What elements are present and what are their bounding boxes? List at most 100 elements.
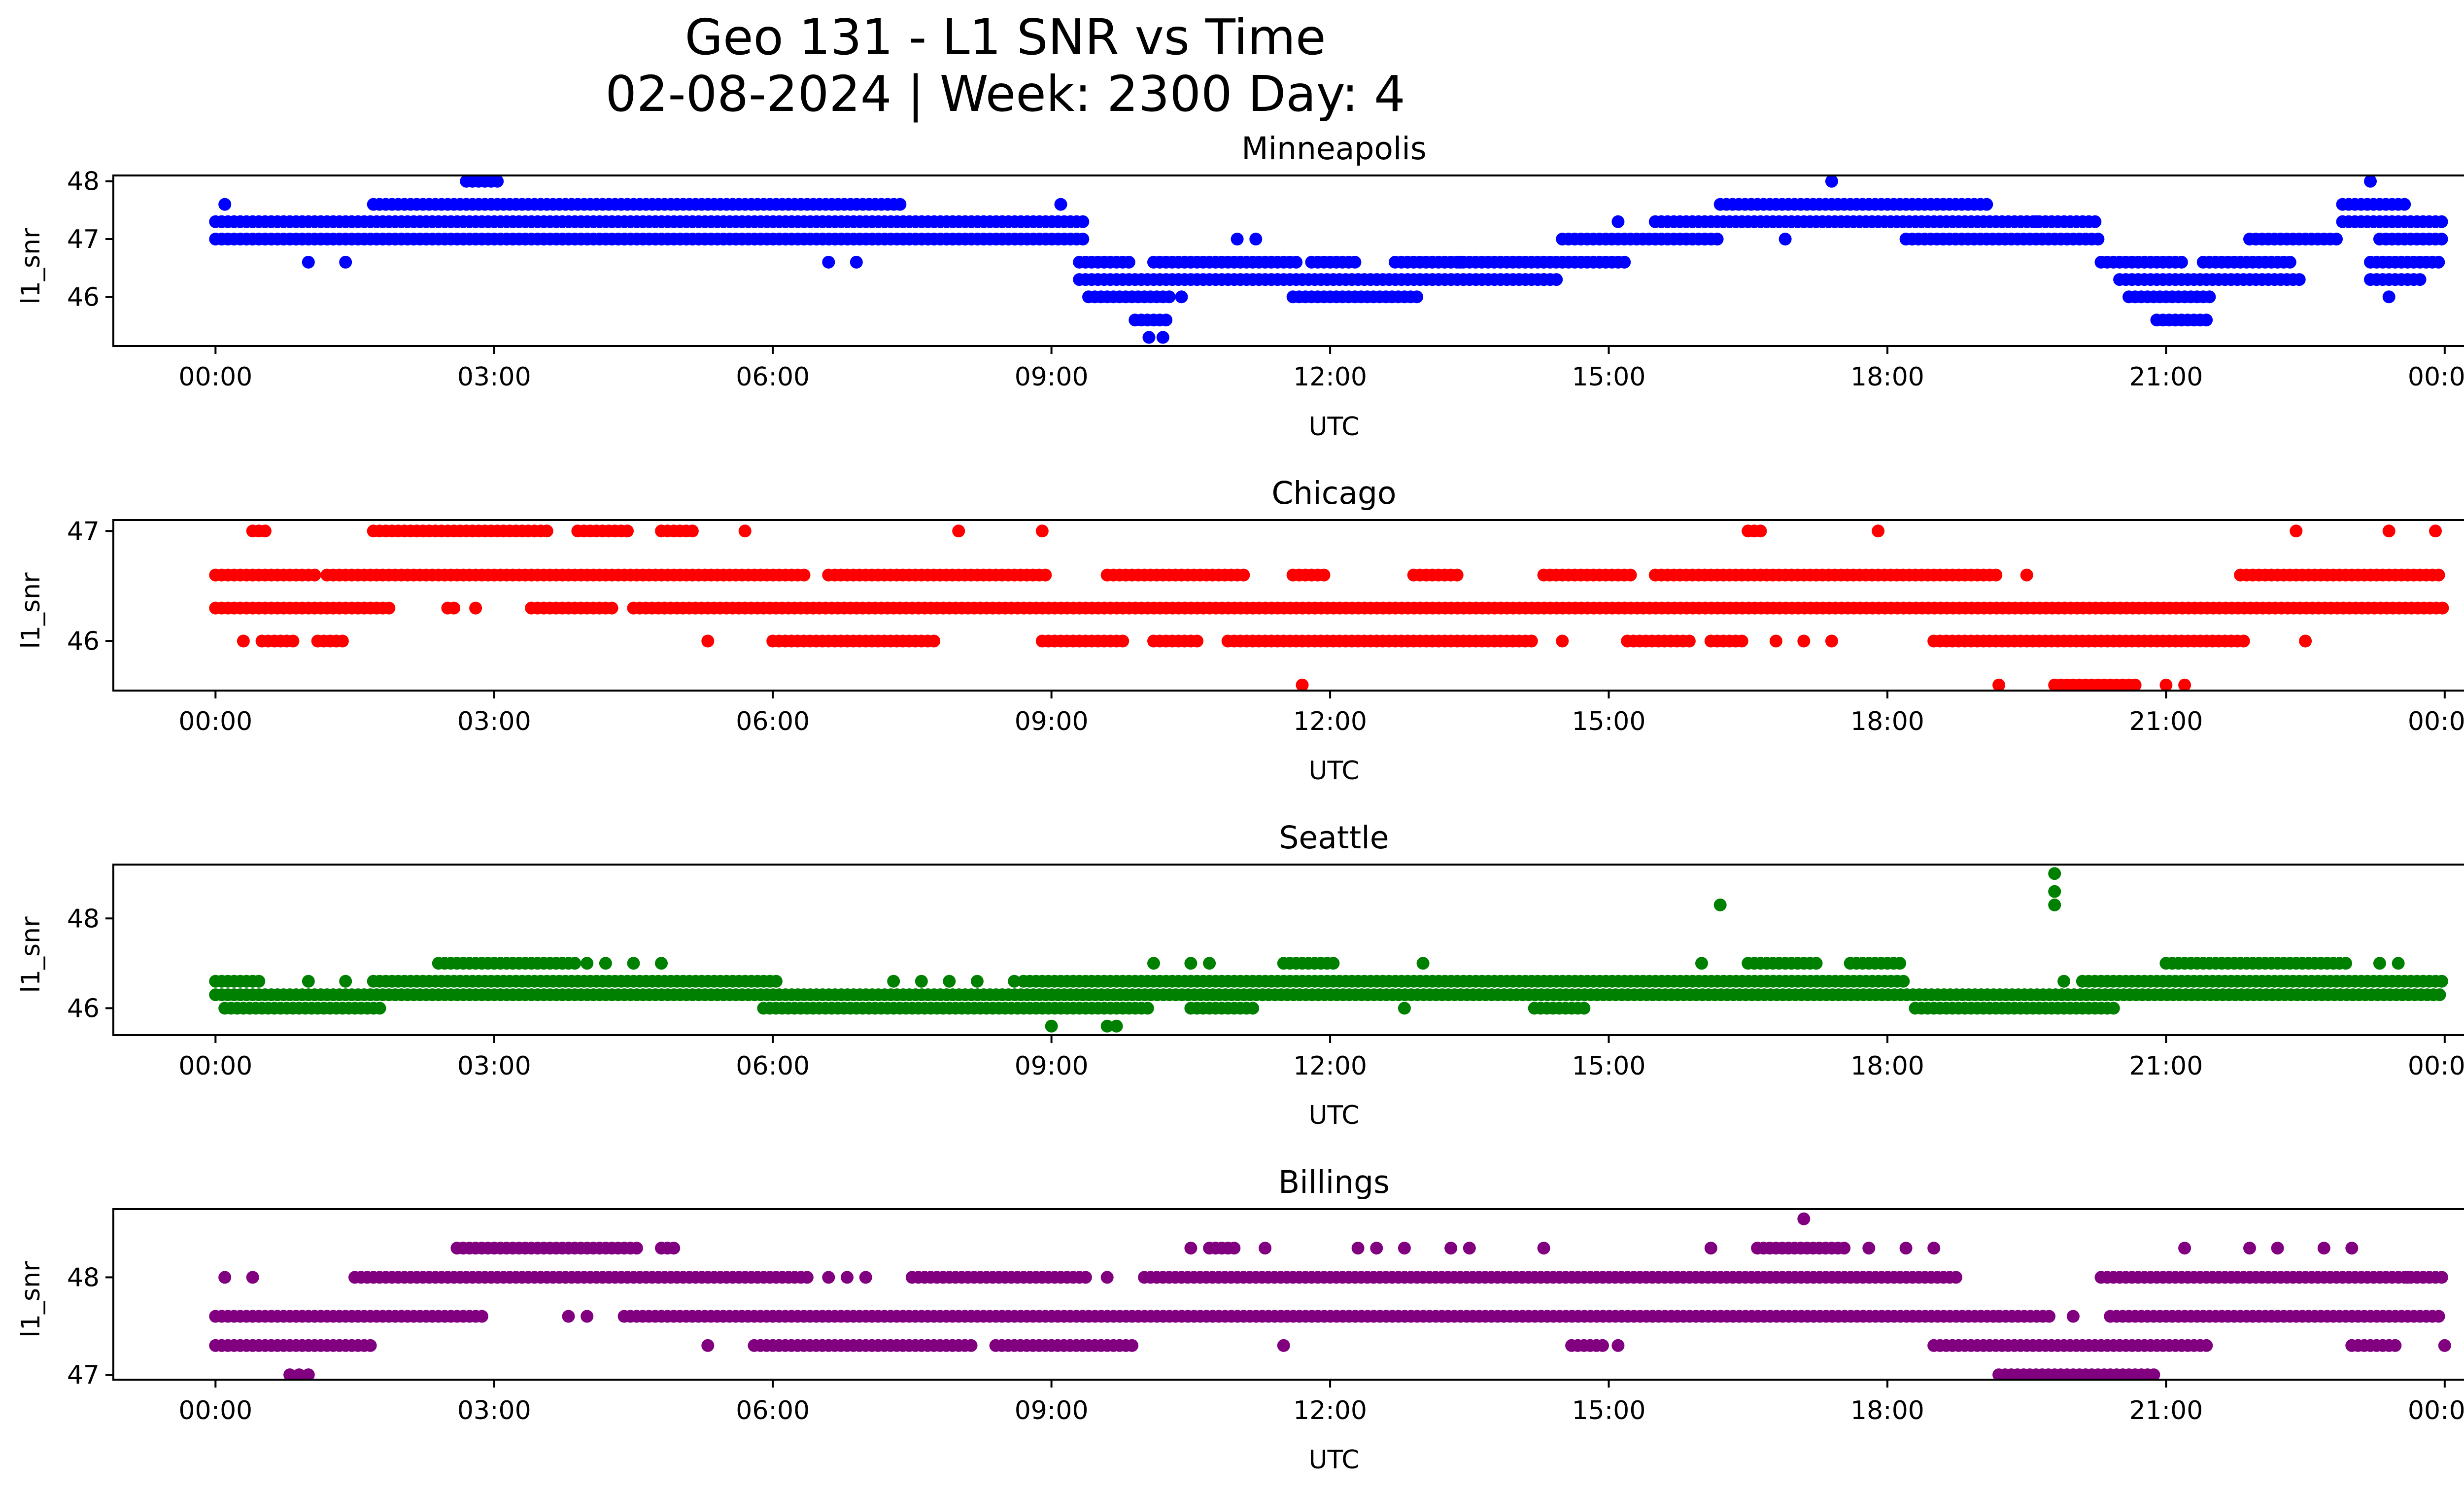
data-point [218, 198, 232, 211]
data-point [822, 1271, 835, 1284]
data-point [1246, 1002, 1260, 1015]
data-point [1416, 957, 1430, 970]
data-point [893, 198, 907, 211]
data-point [2237, 634, 2250, 648]
data-point [2438, 1339, 2451, 1352]
data-point [1045, 1019, 1058, 1033]
data-point [1175, 290, 1188, 304]
data-point [2364, 175, 2377, 188]
data-point [2159, 678, 2173, 691]
data-point [339, 255, 352, 269]
y-axis-label: l1_snr [16, 916, 46, 993]
data-point [769, 974, 783, 988]
data-point [1989, 568, 2003, 582]
x-axis-label: UTC [1308, 1445, 1359, 1475]
data-point [336, 634, 349, 648]
data-point [685, 524, 699, 538]
data-point [2057, 974, 2071, 988]
data-point [1704, 1242, 1717, 1255]
data-point [1327, 957, 1340, 970]
data-point [630, 1242, 643, 1255]
data-point [2382, 290, 2396, 304]
data-point [2200, 1339, 2213, 1352]
data-point [850, 255, 863, 269]
data-series [209, 1212, 2451, 1380]
panel-billings: Billings UTC l1_snr 00:00 03:00 06:00 09:00… [16, 1164, 2464, 1475]
data-point [859, 1271, 872, 1284]
data-point [308, 568, 321, 582]
y-tick-label: 47 [67, 1360, 100, 1390]
data-point [1100, 1019, 1114, 1033]
data-point [822, 255, 835, 269]
data-point [797, 568, 811, 582]
x-tick-label: 12:00 [1293, 1051, 1367, 1081]
data-point [1228, 1242, 1241, 1255]
figure-title-line-1: Geo 131 - L1 SNR vs Time [685, 8, 1326, 66]
data-point [915, 974, 928, 988]
x-tick-label: 18:00 [1850, 1396, 1924, 1425]
x-tick-label: 12:00 [1293, 362, 1367, 392]
x-tick-label: 00:00 [2408, 1396, 2464, 1425]
data-point [1825, 175, 1838, 188]
data-point [1249, 233, 1263, 245]
data-point [2200, 313, 2213, 327]
x-tick-label: 21:00 [2129, 362, 2203, 392]
panel-title: Minneapolis [1241, 131, 1426, 167]
data-point [364, 1339, 377, 1352]
data-point [1682, 634, 1696, 648]
panel-seattle: Seattle UTC l1_snr 00:00 03:00 06:00 09:00 1… [16, 820, 2464, 1130]
data-point [1735, 634, 1748, 648]
data-point [2178, 1242, 2191, 1255]
data-point [2413, 273, 2427, 286]
data-point [841, 1271, 854, 1284]
data-point [800, 1271, 814, 1284]
data-point [2330, 233, 2343, 245]
data-point [2290, 524, 2303, 538]
data-point [218, 1271, 232, 1284]
data-point [1231, 233, 1244, 245]
data-point [1191, 634, 1203, 648]
data-point [581, 1310, 594, 1323]
data-point [1184, 957, 1198, 970]
data-point [667, 1242, 681, 1255]
x-tick-label: 09:00 [1015, 707, 1089, 736]
data-point [1147, 957, 1160, 970]
data-point [1317, 568, 1331, 582]
data-point [447, 601, 461, 615]
x-axis-label: UTC [1308, 412, 1359, 442]
panel-chicago: Chicago UTC l1_snr 00:00 03:00 06:00 09:00 1… [16, 475, 2464, 786]
x-axis-label: UTC [1308, 1101, 1359, 1130]
x-tick-label: 15:00 [1572, 1051, 1646, 1081]
data-point [2066, 1310, 2080, 1323]
data-point [2435, 1271, 2448, 1284]
x-tick-label: 18:00 [1850, 707, 1924, 736]
y-axis-label: l1_snr [16, 572, 46, 649]
x-tick-label: 09:00 [1015, 362, 1089, 392]
data-point [1203, 957, 1216, 970]
y-tick-label: 46 [67, 627, 100, 657]
data-point [1950, 1271, 1962, 1284]
data-point [1039, 568, 1052, 582]
data-point [302, 1368, 315, 1380]
data-point [1259, 1242, 1272, 1255]
data-point [2345, 1242, 2359, 1255]
data-point [1596, 1339, 1609, 1352]
x-tick-label: 06:00 [736, 1396, 810, 1425]
data-point [701, 1339, 715, 1352]
x-tick-label: 00:00 [178, 1396, 252, 1425]
data-point [2432, 255, 2445, 269]
x-tick-label: 12:00 [1293, 1396, 1367, 1425]
data-point [2088, 215, 2102, 228]
data-point [2175, 255, 2188, 269]
data-point [382, 601, 396, 615]
data-point [2392, 957, 2405, 970]
x-tick-label: 03:00 [457, 1051, 531, 1081]
data-point [2433, 988, 2446, 1002]
x-tick-label: 06:00 [736, 362, 810, 392]
data-point [2435, 974, 2448, 988]
plot-frame [112, 1208, 2464, 1381]
data-point [2091, 233, 2105, 245]
panel-title: Billings [1278, 1164, 1390, 1200]
data-point [562, 1310, 575, 1323]
data-point [540, 524, 553, 538]
